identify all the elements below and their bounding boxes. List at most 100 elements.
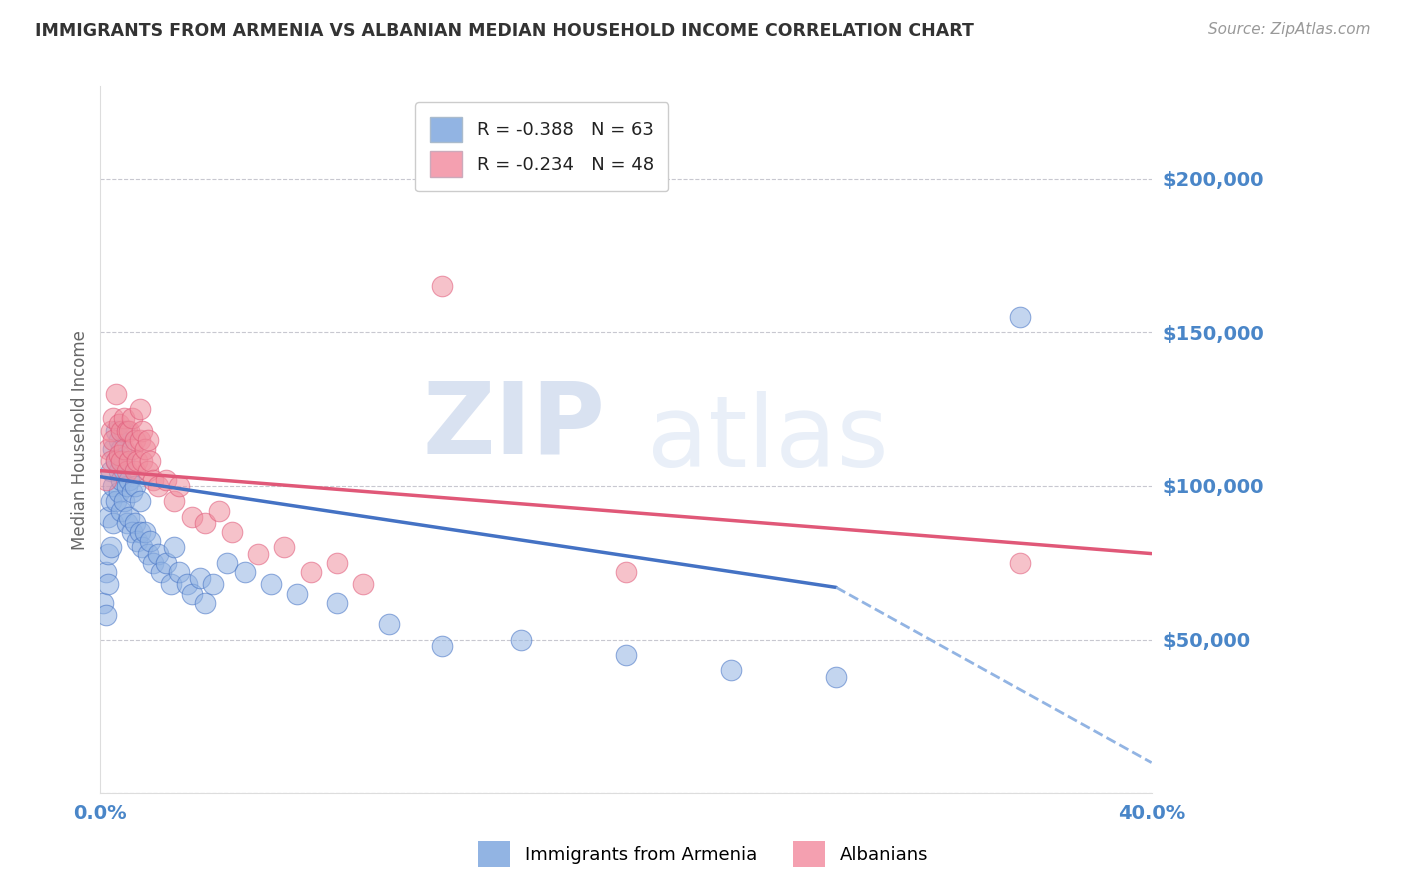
- Point: [103, 411, 125, 425]
- Point: [299, 565, 322, 579]
- Point: [100, 541, 122, 555]
- Point: [136, 433, 159, 447]
- Point: [115, 479, 138, 493]
- Text: IMMIGRANTS FROM ARMENIA VS ALBANIAN MEDIAN HOUSEHOLD INCOME CORRELATION CHART: IMMIGRANTS FROM ARMENIA VS ALBANIAN MEDI…: [35, 22, 974, 40]
- Point: [142, 556, 165, 570]
- Point: [509, 632, 531, 647]
- Point: [97, 547, 120, 561]
- Point: [825, 669, 848, 683]
- Text: atlas: atlas: [647, 392, 889, 488]
- Point: [107, 433, 129, 447]
- Point: [260, 577, 283, 591]
- Point: [194, 516, 217, 530]
- Point: [1010, 310, 1032, 324]
- Point: [94, 608, 117, 623]
- Point: [121, 442, 143, 456]
- Text: ZIP: ZIP: [422, 377, 605, 475]
- Point: [128, 525, 150, 540]
- Point: [110, 442, 132, 456]
- Point: [105, 424, 128, 438]
- Point: [107, 464, 129, 478]
- Point: [134, 525, 156, 540]
- Point: [112, 454, 135, 468]
- Point: [136, 547, 159, 561]
- Point: [103, 433, 125, 447]
- Point: [121, 525, 143, 540]
- Point: [131, 541, 153, 555]
- Point: [100, 494, 122, 508]
- Point: [194, 596, 217, 610]
- Point: [176, 577, 198, 591]
- Point: [287, 586, 309, 600]
- Point: [146, 547, 169, 561]
- Point: [107, 417, 129, 432]
- Point: [127, 454, 149, 468]
- Point: [160, 577, 183, 591]
- Point: [105, 454, 128, 468]
- Point: [97, 509, 120, 524]
- Point: [273, 541, 295, 555]
- Point: [430, 639, 453, 653]
- Point: [1010, 556, 1032, 570]
- Point: [112, 424, 135, 438]
- Point: [149, 565, 172, 579]
- Point: [221, 525, 243, 540]
- Point: [131, 454, 153, 468]
- Point: [107, 485, 129, 500]
- Point: [121, 485, 143, 500]
- Point: [97, 577, 120, 591]
- Point: [94, 565, 117, 579]
- Point: [105, 454, 128, 468]
- Point: [105, 494, 128, 508]
- Point: [103, 442, 125, 456]
- Point: [112, 442, 135, 456]
- Point: [139, 534, 162, 549]
- Text: Source: ZipAtlas.com: Source: ZipAtlas.com: [1208, 22, 1371, 37]
- Point: [378, 617, 401, 632]
- Point: [134, 442, 156, 456]
- Point: [188, 571, 211, 585]
- Point: [207, 503, 229, 517]
- Point: [614, 565, 637, 579]
- Point: [181, 509, 204, 524]
- Point: [142, 473, 165, 487]
- Point: [155, 556, 177, 570]
- Point: [110, 473, 132, 487]
- Point: [352, 577, 374, 591]
- Point: [155, 473, 177, 487]
- Point: [91, 596, 114, 610]
- Point: [115, 516, 138, 530]
- Point: [115, 424, 138, 438]
- Point: [94, 473, 117, 487]
- Point: [105, 386, 128, 401]
- Point: [167, 565, 190, 579]
- Point: [233, 565, 256, 579]
- Point: [124, 433, 146, 447]
- Point: [128, 433, 150, 447]
- Point: [100, 424, 122, 438]
- Point: [118, 509, 141, 524]
- Point: [97, 442, 120, 456]
- Point: [167, 479, 190, 493]
- Point: [124, 464, 146, 478]
- Point: [202, 577, 225, 591]
- Point: [128, 402, 150, 417]
- Point: [247, 547, 270, 561]
- Point: [128, 494, 150, 508]
- Point: [215, 556, 238, 570]
- Point: [118, 454, 141, 468]
- Point: [131, 424, 153, 438]
- Point: [118, 424, 141, 438]
- Point: [163, 541, 186, 555]
- Point: [107, 448, 129, 462]
- Point: [124, 516, 146, 530]
- Point: [139, 454, 162, 468]
- Point: [430, 279, 453, 293]
- Point: [181, 586, 204, 600]
- Point: [100, 464, 122, 478]
- Legend: R = -0.388   N = 63, R = -0.234   N = 48: R = -0.388 N = 63, R = -0.234 N = 48: [415, 103, 668, 192]
- Point: [326, 556, 349, 570]
- Y-axis label: Median Household Income: Median Household Income: [72, 330, 89, 549]
- Point: [100, 454, 122, 468]
- Point: [720, 664, 742, 678]
